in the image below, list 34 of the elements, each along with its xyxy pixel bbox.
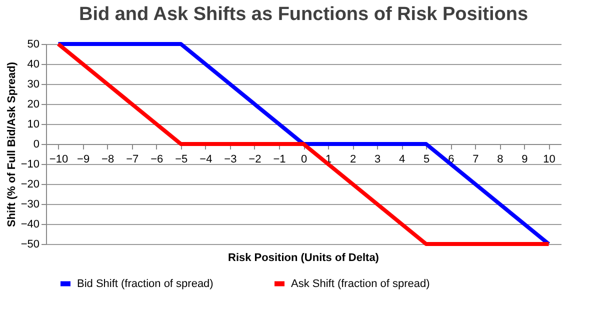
chart-title: Bid and Ask Shifts as Functions of Risk Positions [78,4,528,25]
legend-label: Ask Shift (fraction of spread) [291,278,430,290]
x-tick-label: 4 [399,154,406,166]
y-tick-label: −40 [20,218,40,230]
x-tick-label: −6 [150,154,164,166]
y-tick-label: 10 [27,118,40,130]
x-tick-label: 0 [300,154,308,166]
y-tick-label: −50 [20,238,40,250]
y-tick-label: 40 [27,58,40,70]
y-tick-label: 0 [33,138,40,150]
x-tick-label: 3 [374,154,381,166]
x-tick-label: 5 [424,154,430,166]
x-tick-label: −1 [273,154,286,166]
x-tick-label: −7 [126,154,139,166]
legend-label: Bid Shift (fraction of spread) [77,278,214,290]
x-axis-title: Risk Position (Units of Delta) [228,252,380,264]
y-axis-title: Shift (% of Full Bid/Ask Spread) [6,62,18,228]
x-tick-label: −2 [248,154,262,166]
x-tick-label: −8 [102,154,114,166]
x-tick-label: 9 [522,154,528,166]
x-tick-label: −9 [77,154,90,166]
y-tick-label: 30 [27,78,40,90]
x-tick-label: 8 [497,154,504,166]
x-tick-label: 7 [472,154,479,166]
y-tick-label: 20 [27,98,40,110]
x-tick-label: −4 [200,154,212,166]
x-tick-label: 10 [543,154,556,166]
x-tick-label: −3 [224,154,237,166]
x-tick-label: 2 [350,154,356,166]
x-tick-label: −10 [49,154,68,166]
x-tick-label: −5 [175,154,188,166]
y-tick-label: −30 [20,198,40,210]
y-tick-label: 50 [27,38,40,50]
y-tick-label: −20 [20,178,40,190]
